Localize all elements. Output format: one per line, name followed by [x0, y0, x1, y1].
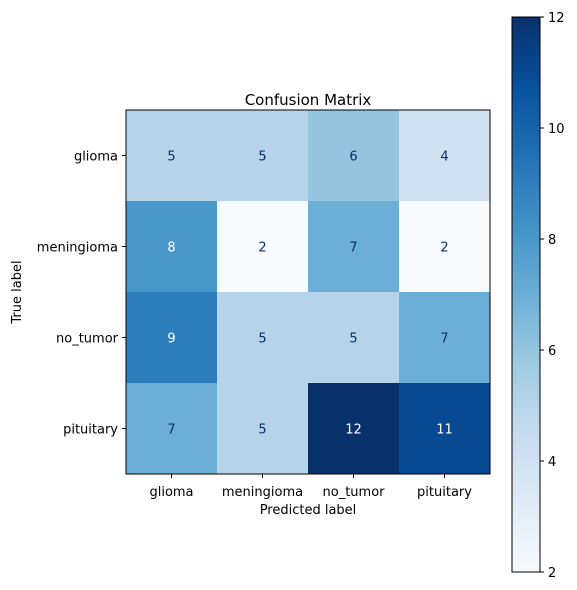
matrix-cell [126, 383, 218, 475]
matrix-cell [399, 110, 491, 202]
colorbar-tick-label: 12 [548, 11, 565, 26]
matrix-cell [217, 110, 309, 202]
y-tick-label: glioma [74, 150, 118, 165]
x-tick-label: pituitary [417, 485, 472, 500]
cell-value-label: 5 [258, 150, 266, 165]
matrix-cell [126, 201, 218, 293]
colorbar-tick-label: 6 [548, 344, 556, 359]
colorbar-ticks: 2 4 6 8 10 12 [540, 11, 565, 581]
cell-value-label: 5 [258, 332, 266, 347]
matrix-cell [308, 292, 400, 384]
y-tick-label: meningioma [37, 241, 118, 256]
cell-value-label: 7 [440, 332, 448, 347]
cell-value-label: 2 [258, 241, 266, 256]
cell-value-label: 5 [258, 423, 266, 438]
matrix-cell [217, 292, 309, 384]
matrix-cell [308, 110, 400, 202]
colorbar-tick-label: 4 [548, 455, 556, 470]
matrix-cell [308, 383, 400, 475]
x-tick-label: glioma [149, 485, 193, 500]
matrix-cell [399, 201, 491, 293]
cell-value-label: 9 [167, 332, 175, 347]
x-tick-label: no_tumor [323, 485, 386, 500]
matrix-cell [217, 383, 309, 475]
cell-value-label: 5 [349, 332, 357, 347]
matrix-cell-labels: 5 5 6 4 8 2 7 2 9 5 5 7 7 5 12 11 [167, 150, 452, 438]
matrix-cell [126, 110, 218, 202]
cell-value-label: 2 [440, 241, 448, 256]
cell-value-label: 8 [167, 241, 175, 256]
cell-value-label: 11 [436, 423, 453, 438]
x-axis-label: Predicted label [260, 503, 357, 518]
x-tick-label: meningioma [222, 485, 303, 500]
cell-value-label: 7 [349, 241, 357, 256]
y-axis-label: True label [10, 260, 25, 324]
y-axis-ticks: glioma meningioma no_tumor pituitary [37, 150, 126, 438]
cell-value-label: 5 [167, 150, 175, 165]
y-tick-label: pituitary [63, 423, 118, 438]
matrix-cell [308, 201, 400, 293]
matrix-frame [125, 109, 491, 475]
cell-value-label: 6 [349, 150, 357, 165]
colorbar-tick-label: 10 [548, 122, 565, 137]
cell-value-label: 4 [440, 150, 448, 165]
cell-value-label: 7 [167, 423, 175, 438]
colorbar-tick-label: 8 [548, 233, 556, 248]
matrix-cell [399, 383, 491, 475]
x-axis-ticks: glioma meningioma no_tumor pituitary [149, 474, 472, 500]
cell-value-label: 12 [345, 423, 362, 438]
colorbar [511, 16, 541, 573]
y-tick-label: no_tumor [56, 332, 119, 347]
matrix-cell [399, 292, 491, 384]
matrix-cell [126, 292, 218, 384]
chart-title: Confusion Matrix [245, 91, 372, 109]
matrix-cell [217, 201, 309, 293]
matrix-cells [126, 110, 491, 475]
colorbar-tick-label: 2 [548, 566, 556, 581]
